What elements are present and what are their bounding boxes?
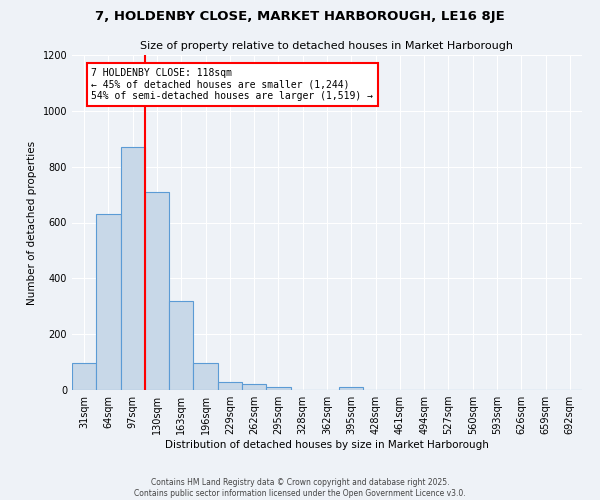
Bar xyxy=(242,384,266,390)
Bar xyxy=(193,363,218,390)
Title: Size of property relative to detached houses in Market Harborough: Size of property relative to detached ho… xyxy=(140,42,514,51)
Bar xyxy=(121,147,145,390)
Y-axis label: Number of detached properties: Number of detached properties xyxy=(27,140,37,304)
Bar xyxy=(218,382,242,390)
Bar xyxy=(266,387,290,390)
Bar xyxy=(96,214,121,390)
X-axis label: Distribution of detached houses by size in Market Harborough: Distribution of detached houses by size … xyxy=(165,440,489,450)
Bar xyxy=(72,363,96,390)
Text: 7, HOLDENBY CLOSE, MARKET HARBOROUGH, LE16 8JE: 7, HOLDENBY CLOSE, MARKET HARBOROUGH, LE… xyxy=(95,10,505,23)
Bar xyxy=(145,192,169,390)
Bar xyxy=(169,300,193,390)
Text: 7 HOLDENBY CLOSE: 118sqm
← 45% of detached houses are smaller (1,244)
54% of sem: 7 HOLDENBY CLOSE: 118sqm ← 45% of detach… xyxy=(91,68,373,101)
Text: Contains HM Land Registry data © Crown copyright and database right 2025.
Contai: Contains HM Land Registry data © Crown c… xyxy=(134,478,466,498)
Bar xyxy=(339,387,364,390)
